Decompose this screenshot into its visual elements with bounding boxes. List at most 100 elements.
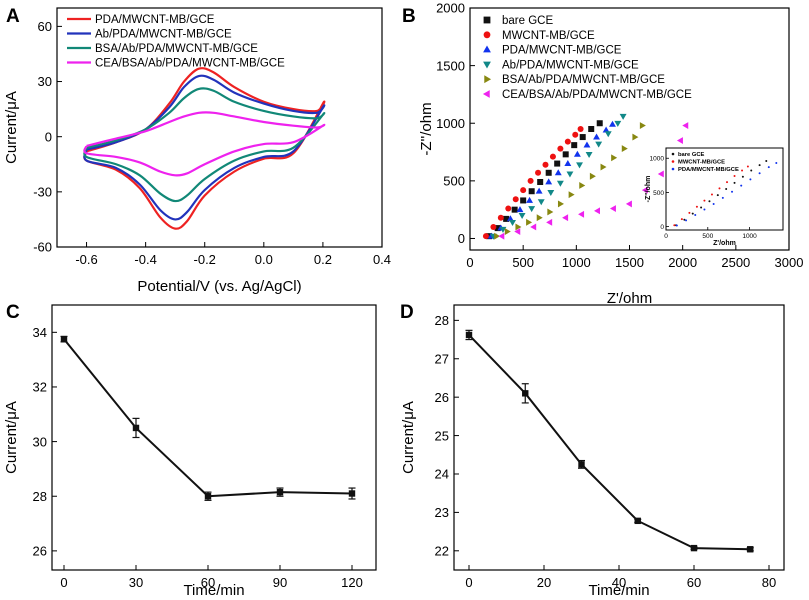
panel-b-data-point <box>614 120 622 127</box>
panel-a-cv-curve <box>83 111 326 177</box>
panel-b-inset-data-point <box>673 224 676 227</box>
panel-b-y-tick-label: 500 <box>443 174 465 189</box>
panel-b-inset-data-point <box>716 194 719 197</box>
panel-b-y-axis-label: -Z''/ohm <box>418 102 435 155</box>
panel-b-data-point <box>505 205 512 212</box>
panel-b-inset-legend-marker <box>671 167 675 171</box>
panel-b-data-point <box>573 150 581 157</box>
panel-b-data-point <box>564 138 571 145</box>
panel-a-plot-frame <box>56 7 383 248</box>
panel-a-y-tick-label: -30 <box>33 185 52 200</box>
panel-b-inset-data-point <box>740 184 743 187</box>
panel-b-inset-data-point <box>741 175 744 178</box>
panel-b-data-point <box>518 213 526 220</box>
panel-b-x-tick-label: 2500 <box>721 255 750 270</box>
panel-b-data-point <box>557 200 564 208</box>
panel-c-y-tick-label: 30 <box>33 434 47 449</box>
panel-b-data-point <box>676 137 683 144</box>
panel-c-x-tick-label: 30 <box>129 575 143 590</box>
panel-c-x-tick-label: 60 <box>201 575 215 590</box>
panel-b-data-point <box>595 141 603 148</box>
panel-d-data-point <box>522 390 529 397</box>
panel-a-x-tick-label: 0.4 <box>373 252 391 267</box>
panel-b-inset-legend-marker <box>671 160 675 163</box>
panel-b-data-point <box>593 133 600 140</box>
panel-b-data-point <box>537 199 545 206</box>
panel-a-y-tick-label: 60 <box>38 19 52 34</box>
panel-d-y-tick-label: 25 <box>435 428 449 443</box>
panel-c-x-tick-label: 120 <box>341 575 363 590</box>
panel-b-data-point <box>482 233 489 240</box>
panel-b-data-point <box>516 206 524 213</box>
panel-b-data-point <box>546 218 553 226</box>
panel-b-data-point <box>535 187 543 194</box>
panel-b-data-point <box>537 179 544 186</box>
panel-a-legend-label: Ab/PDA/MWCNT-MB/GCE <box>95 29 232 41</box>
panel-b-data-point <box>566 171 574 178</box>
panel-b-legend-label: BSA/Ab/PDA/MWCNT-MB/GCE <box>502 74 665 86</box>
panel-b-data-point <box>609 120 616 127</box>
panel-b-data-point <box>535 169 542 176</box>
panel-b-inset-data-point <box>700 206 703 209</box>
panel-b-x-tick-label: 1000 <box>562 255 591 270</box>
panel-a-x-axis-label: Potential/V (vs. Ag/AgCl) <box>137 278 301 295</box>
panel-c-y-tick-label: 26 <box>33 544 47 559</box>
panel-b-data-point <box>542 161 549 168</box>
panel-a-legend-label: BSA/Ab/PDA/MWCNT-MB/GCE <box>95 43 258 55</box>
panel-a-legend-label: CEA/BSA/Ab/PDA/MWCNT-MB/GCE <box>95 58 285 70</box>
panel-b-data-point <box>526 196 533 203</box>
panel-b-inset-data-point <box>721 196 724 199</box>
panel-b-inset-x-tick-label: 1000 <box>742 233 757 240</box>
panel-b-legend-marker <box>484 75 492 84</box>
panel-c-y-tick-label: 32 <box>33 380 47 395</box>
panel-b-data-point <box>545 178 553 185</box>
panel-b-inset-data-point <box>695 205 698 208</box>
panel-b-data-point <box>498 232 505 240</box>
panel-b-data-point <box>579 182 586 189</box>
panel-b-data-point <box>579 134 586 141</box>
panel-b-data-point <box>632 133 639 141</box>
panel-b-data-point <box>611 154 618 162</box>
panel-b-data-point <box>547 208 554 216</box>
panel-b-inset-data-point <box>718 187 721 190</box>
panel-b-data-point <box>641 186 648 194</box>
panel-b-data-point <box>585 151 593 158</box>
panel-d-y-tick-label: 23 <box>435 505 449 520</box>
panel-b-y-tick-label: 1000 <box>436 116 465 131</box>
panel-b-data-point <box>497 214 504 221</box>
chart-layer: -0.6 -0.4 -0.2 0.0 0.2 0.4 -60 -30 0 30 60 Potentia… <box>3 1 803 599</box>
panel-b-legend-label: Ab/PDA/MWCNT-MB/GCE <box>502 59 639 71</box>
panel-b-data-point <box>506 215 514 222</box>
panel-c-plot-frame <box>51 304 377 571</box>
panel-a-cv-curve <box>83 87 326 203</box>
panel-d-y-tick-label: 26 <box>435 390 449 405</box>
panel-b-inset-y-tick-label: 500 <box>653 190 664 197</box>
panel-b-data-point <box>625 200 632 208</box>
panel-b-data-point <box>494 232 501 240</box>
panel-b-inset-data-point <box>675 224 678 227</box>
panel-b-inset-x-axis-label: Z'/ohm <box>713 240 736 247</box>
panel-a-y-tick-label: -60 <box>33 240 52 255</box>
panel-b-legend-label: bare GCE <box>502 15 553 27</box>
panel-label-c: C <box>6 302 20 323</box>
panel-b-x-tick-label: 1500 <box>615 255 644 270</box>
panel-b-data-point <box>514 228 521 236</box>
panel-b-data-point <box>621 145 628 153</box>
panel-a-y-tick-label: 30 <box>38 74 52 89</box>
panel-c-data-point <box>60 335 68 343</box>
panel-b-inset-data-point <box>703 208 706 211</box>
panel-b-data-point <box>583 141 591 148</box>
panel-b-data-point <box>604 131 612 138</box>
panel-b-data-point <box>528 188 535 195</box>
panel-b-inset-legend-label: PDA/MWCNT-MB/GCE <box>678 167 739 173</box>
panel-d-x-tick-label: 0 <box>465 575 472 590</box>
panel-a-legend-label: PDA/MWCNT-MB/GCE <box>95 14 215 26</box>
panel-b-data-point <box>536 214 543 222</box>
panel-c-data-point <box>348 490 356 497</box>
panel-label-a: A <box>6 6 20 27</box>
panel-b-data-point <box>511 206 518 213</box>
panel-d-x-tick-label: 40 <box>612 575 626 590</box>
panel-b-data-point <box>520 187 527 194</box>
panel-b-inset-data-point <box>726 181 729 184</box>
panel-c-y-tick-label: 34 <box>33 325 47 340</box>
